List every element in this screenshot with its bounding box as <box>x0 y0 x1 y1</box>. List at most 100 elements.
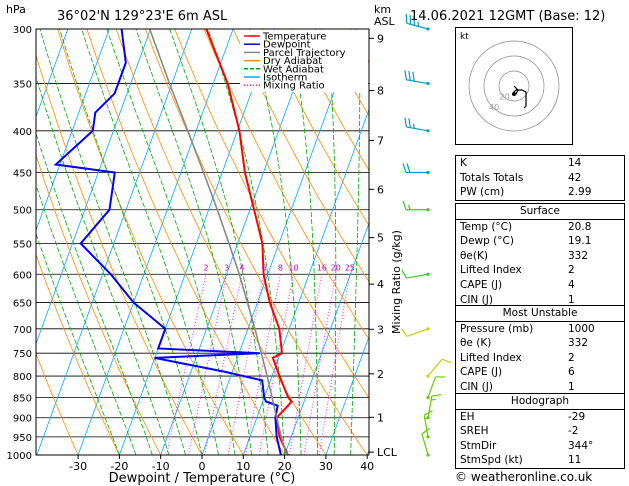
mixing-ratio-line <box>227 274 265 455</box>
index-value: 4 <box>568 278 575 291</box>
index-value: 1 <box>568 293 575 306</box>
wind-barb-dot <box>426 208 430 212</box>
wind-barb-dot <box>426 81 430 86</box>
dry-adiabat-line <box>203 29 369 340</box>
hodograph: kt 20 40 <box>455 27 573 145</box>
isotherm-line <box>284 221 369 455</box>
wind-barb-flag <box>402 163 407 173</box>
wind-barb-staff <box>406 79 429 85</box>
chart-profiles <box>53 29 293 455</box>
mixing-ratio-line <box>258 274 294 455</box>
index-value: 19.1 <box>568 235 592 248</box>
index-row: K 14 <box>456 156 624 171</box>
index-label: θe (K) <box>460 337 492 350</box>
isotherm-line <box>242 108 369 455</box>
mixing-ratio-label: 16 <box>317 263 327 272</box>
pressure-tick-label: 350 <box>13 80 32 91</box>
index-row: CAPE (J) 6 <box>456 365 624 380</box>
index-row: SREH -2 <box>456 424 624 439</box>
isotherm-line <box>325 335 369 455</box>
mixing-ratio-label: 2 <box>203 263 208 272</box>
chart-grid <box>36 29 369 455</box>
mixing-ratio-label: 3 <box>224 263 229 272</box>
index-label: SREH <box>460 425 489 438</box>
temp-tick-label: 20 <box>278 460 292 473</box>
legend-label: Isotherm <box>263 73 307 84</box>
index-value: 11 <box>568 454 582 467</box>
most-unstable-indices: Most Unstable Pressure (mb) 1000 θe (K) 332… <box>455 305 625 396</box>
wind-barb-staff <box>427 358 443 377</box>
surface-indices: Surface Temp (°C) 20.8 Dewp (°C) 19.1 θe(K) 3… <box>455 203 625 309</box>
index-row: Lifted Index 2 <box>456 351 624 366</box>
km-tick-label: 7 <box>377 134 384 147</box>
index-value: -2 <box>568 425 579 438</box>
wind-barb-flag <box>412 123 415 129</box>
wind-barb-dot <box>426 272 430 276</box>
dry-adiabat-line <box>232 29 369 283</box>
legend-label: Dry Adiabat <box>263 56 322 67</box>
index-label: Temp (°C) <box>460 220 513 233</box>
wind-barb-flag <box>408 118 411 128</box>
wet-adiabat-line <box>36 131 153 455</box>
pressure-tick-label: 700 <box>13 325 32 336</box>
index-row: CAPE (J) 4 <box>456 278 624 293</box>
mixing-ratio-line <box>204 274 243 455</box>
y-axis-label-right: Mixing Ratio (g/kg) <box>390 230 403 334</box>
mixing-ratio-label: 25 <box>345 263 355 272</box>
dry-adiabat-line <box>291 29 369 172</box>
index-label: CIN (J) <box>460 293 493 306</box>
pressure-tick-label: 750 <box>13 349 32 360</box>
datetime-title: 14.06.2021 12GMT (Base: 12) <box>410 9 605 24</box>
profile-parcel-trajectory <box>148 29 289 455</box>
surface-title: Surface <box>456 204 624 220</box>
temp-tick-label: 30 <box>319 460 333 473</box>
mixing-ratio-line <box>318 274 351 455</box>
location-title: 36°02'N 129°23'E 6m ASL <box>57 9 228 24</box>
km-tick-label: 6 <box>377 183 384 196</box>
profile-temperature <box>205 29 293 455</box>
dry-adiabat-line <box>36 253 120 455</box>
wet-adiabat-line <box>249 29 302 455</box>
index-row: Pressure (mb) 1000 <box>456 322 624 337</box>
index-row: CIN (J) 1 <box>456 380 624 395</box>
index-row: CIN (J) 1 <box>456 293 624 308</box>
index-row: PW (cm) 2.99 <box>456 185 624 200</box>
wet-adiabat-line <box>290 29 318 455</box>
wind-barb-dot <box>426 129 430 133</box>
wind-barb-dot <box>426 416 430 420</box>
wet-adiabat-line <box>39 29 186 455</box>
index-value: 2 <box>568 351 575 364</box>
km-axis: 9 8 7 6 5 4 3 2 1 LCL <box>369 32 398 459</box>
wind-barb-staff <box>406 22 429 30</box>
isotherm-line <box>77 29 234 455</box>
wind-barb-dot <box>426 453 430 457</box>
pressure-tick-label: 500 <box>13 206 32 217</box>
wind-barb-flag <box>402 200 407 210</box>
wind-barb-flag <box>407 205 411 210</box>
temp-tick-label: -30 <box>69 460 87 473</box>
wet-adiabat-line <box>36 183 137 455</box>
wet-adiabat-line <box>327 29 337 455</box>
wind-barb-staff <box>406 273 429 279</box>
km-tick-label: 1 <box>377 411 384 424</box>
wet-adiabat-line <box>350 29 361 455</box>
legend-box <box>240 30 368 92</box>
temp-tick-label: 0 <box>199 460 206 473</box>
index-value: 1000 <box>568 322 595 335</box>
pressure-tick-label: 400 <box>13 127 32 138</box>
mixing-ratio-label: 4 <box>239 263 244 272</box>
wind-barb-staff <box>421 433 429 456</box>
wind-barb-flag <box>431 394 442 397</box>
footer-copyright[interactable]: © weatheronline.co.uk <box>455 470 593 484</box>
index-row: Lifted Index 2 <box>456 263 624 278</box>
wind-barb-staff <box>427 376 437 398</box>
km-label-1: km <box>374 3 391 16</box>
index-row: StmDir 344° <box>456 439 624 454</box>
wet-adiabat-line <box>207 29 285 455</box>
index-value: 332 <box>568 337 589 350</box>
km-tick-label: 9 <box>377 32 384 45</box>
index-label: StmSpd (kt) <box>460 454 523 467</box>
index-label: StmDir <box>460 439 497 452</box>
mixing-ratio-label: 10 <box>288 263 298 272</box>
